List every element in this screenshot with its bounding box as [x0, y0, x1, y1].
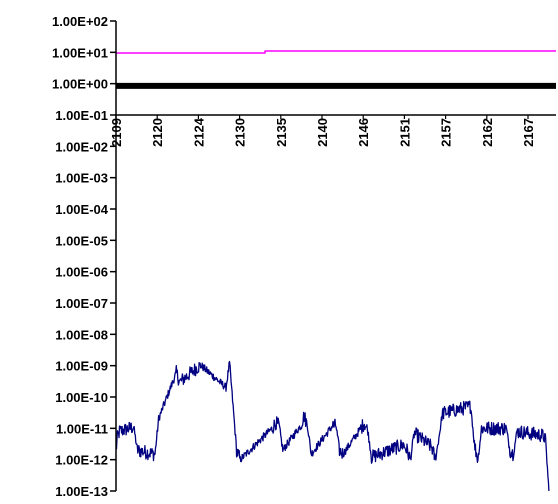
y-tick-label: 1.00E-07	[55, 296, 108, 311]
labels-layer: 1.00E+02 1.00E+01 1.00E+00 1.00E-01 1.00E-02…	[52, 14, 536, 499]
y-tick-label: 1.00E-01	[55, 108, 108, 123]
x-tick-label: 2124	[191, 117, 206, 147]
y-tick-label: 1.00E+01	[52, 45, 108, 60]
y-tick-label: 1.00E-02	[55, 139, 108, 154]
x-tick-label: 2167	[521, 118, 536, 147]
y-tick-label: 1.00E-13	[55, 484, 108, 499]
series-line-2	[115, 360, 550, 492]
x-tick-label: 2151	[397, 118, 412, 147]
x-tick-label: 2162	[480, 118, 495, 147]
y-tick-label: 1.00E+00	[52, 77, 108, 92]
y-tick-label: 1.00E-08	[55, 327, 108, 342]
y-tick-label: 1.00E-03	[55, 171, 108, 186]
y-tick-label: 1.00E+02	[52, 14, 108, 29]
x-tick-label: 2135	[274, 118, 289, 147]
x-tick-label: 2120	[150, 118, 165, 147]
x-tick-label: 2140	[315, 118, 330, 147]
y-tick-label: 1.00E-06	[55, 265, 108, 280]
x-tick-label: 2130	[233, 118, 248, 147]
series-line-0	[116, 50, 556, 54]
series-layer	[115, 50, 556, 492]
y-tick-label: 1.00E-09	[55, 359, 108, 374]
x-tick-label: 2109	[109, 118, 124, 147]
x-tick-label: 2146	[356, 118, 371, 147]
y-tick-label: 1.00E-11	[56, 421, 108, 436]
y-tick-label: 1.00E-05	[55, 233, 108, 248]
y-tick-label: 1.00E-04	[55, 202, 109, 217]
x-tick-label: 2157	[439, 118, 454, 147]
y-tick-label: 1.00E-10	[55, 390, 108, 405]
y-tick-label: 1.00E-12	[55, 453, 108, 468]
axes-layer	[110, 20, 556, 492]
